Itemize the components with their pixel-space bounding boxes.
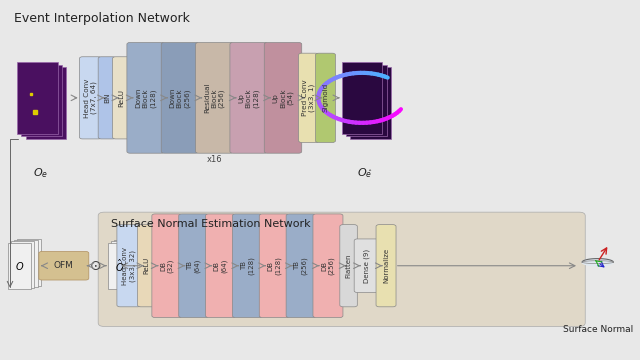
FancyBboxPatch shape	[14, 240, 38, 287]
FancyBboxPatch shape	[351, 67, 391, 139]
FancyBboxPatch shape	[21, 64, 62, 136]
Text: Head Conv
(3x3, 32): Head Conv (3x3, 32)	[122, 247, 136, 285]
FancyBboxPatch shape	[196, 42, 233, 153]
FancyBboxPatch shape	[230, 42, 268, 153]
Text: OFM: OFM	[54, 261, 74, 270]
Text: $O$: $O$	[15, 260, 24, 272]
Text: $O_e$: $O_e$	[33, 166, 48, 180]
Text: Down
Block
(128): Down Block (128)	[136, 87, 156, 108]
FancyBboxPatch shape	[11, 242, 35, 288]
FancyBboxPatch shape	[354, 239, 379, 293]
Text: $\hat{O}$: $\hat{O}$	[115, 258, 124, 274]
Text: TB
(128): TB (128)	[241, 256, 254, 275]
FancyBboxPatch shape	[79, 57, 101, 139]
Text: Pred Conv
(3x3, 1): Pred Conv (3x3, 1)	[302, 80, 316, 116]
FancyBboxPatch shape	[179, 214, 209, 318]
FancyBboxPatch shape	[17, 62, 58, 134]
FancyBboxPatch shape	[264, 42, 301, 153]
Text: Dense (9): Dense (9)	[364, 249, 370, 283]
FancyBboxPatch shape	[376, 225, 396, 307]
Text: $O_{\hat{e}}$: $O_{\hat{e}}$	[357, 166, 372, 180]
Text: Residual
Block
(256): Residual Block (256)	[204, 82, 225, 113]
FancyBboxPatch shape	[299, 53, 319, 143]
FancyBboxPatch shape	[39, 251, 89, 280]
Text: ReLU: ReLU	[143, 257, 149, 274]
FancyBboxPatch shape	[152, 214, 182, 318]
Text: TB
(256): TB (256)	[294, 256, 308, 275]
FancyBboxPatch shape	[26, 67, 67, 139]
FancyBboxPatch shape	[286, 214, 316, 318]
FancyBboxPatch shape	[161, 42, 198, 153]
Text: x16: x16	[207, 155, 222, 164]
Text: ReLU: ReLU	[118, 89, 124, 107]
Text: Up
Block
(54): Up Block (54)	[273, 88, 293, 108]
FancyBboxPatch shape	[316, 53, 335, 143]
FancyBboxPatch shape	[113, 57, 130, 139]
FancyBboxPatch shape	[340, 225, 357, 307]
FancyBboxPatch shape	[17, 239, 41, 286]
Text: Up
Block
(128): Up Block (128)	[239, 88, 259, 108]
FancyBboxPatch shape	[114, 240, 138, 287]
FancyBboxPatch shape	[117, 239, 141, 286]
FancyBboxPatch shape	[127, 42, 164, 153]
Text: $\odot$: $\odot$	[89, 259, 101, 273]
FancyBboxPatch shape	[111, 242, 134, 288]
Ellipse shape	[582, 258, 613, 266]
Text: Down
Block
(256): Down Block (256)	[170, 87, 190, 108]
Text: TB
(64): TB (64)	[187, 258, 200, 273]
FancyBboxPatch shape	[98, 57, 116, 139]
Text: Surface Normal: Surface Normal	[563, 325, 633, 334]
Text: Sigmoid: Sigmoid	[323, 83, 328, 112]
FancyBboxPatch shape	[8, 243, 31, 289]
FancyBboxPatch shape	[346, 64, 387, 136]
Text: DB
(128): DB (128)	[268, 256, 281, 275]
Text: DB
(64): DB (64)	[214, 258, 227, 273]
FancyBboxPatch shape	[342, 62, 382, 134]
Text: DB
(256): DB (256)	[321, 256, 335, 275]
FancyBboxPatch shape	[138, 225, 155, 307]
FancyBboxPatch shape	[232, 214, 262, 318]
FancyBboxPatch shape	[205, 214, 236, 318]
Text: BN: BN	[104, 93, 110, 103]
Text: Surface Normal Estimation Network: Surface Normal Estimation Network	[111, 219, 310, 229]
FancyBboxPatch shape	[313, 214, 343, 318]
FancyBboxPatch shape	[259, 214, 289, 318]
Text: Flatten: Flatten	[346, 253, 351, 278]
FancyBboxPatch shape	[98, 212, 585, 327]
Text: Head Conv
(7x7, 64): Head Conv (7x7, 64)	[84, 78, 97, 117]
FancyBboxPatch shape	[117, 225, 141, 307]
Text: Event Interpolation Network: Event Interpolation Network	[14, 12, 189, 25]
Text: Normalize: Normalize	[383, 248, 389, 283]
Text: DB
(32): DB (32)	[160, 258, 173, 273]
FancyBboxPatch shape	[108, 243, 131, 289]
